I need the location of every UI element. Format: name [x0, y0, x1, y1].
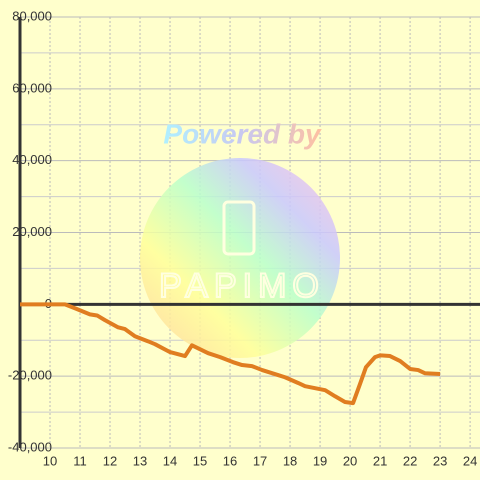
x-tick-label: 21	[373, 453, 387, 468]
x-tick-label: 12	[103, 453, 117, 468]
x-tick-label: 24	[463, 453, 477, 468]
watermark-logo: PAPIMO	[159, 267, 325, 305]
watermark-circle	[140, 158, 340, 358]
x-tick-label: 18	[283, 453, 297, 468]
x-tick-label: 22	[403, 453, 417, 468]
x-tick-label: 20	[343, 453, 357, 468]
watermark-icon	[222, 200, 256, 256]
x-tick-label: 13	[133, 453, 147, 468]
y-tick-label: 80,000	[12, 8, 52, 23]
y-tick-label: 60,000	[12, 80, 52, 95]
x-tick-label: 15	[193, 453, 207, 468]
line	[20, 302, 441, 406]
x-tick-label: 16	[223, 453, 237, 468]
x-tick-label: 17	[253, 453, 267, 468]
y-tick-label: 20,000	[12, 224, 52, 239]
x-tick-label: 19	[313, 453, 327, 468]
y-tick-label: -20,000	[8, 368, 52, 383]
y-tick-label: -40,000	[8, 439, 52, 454]
plot: -40,000-20,000020,00040,00060,00080,0001…	[8, 8, 480, 468]
watermark-text: Powered by	[163, 118, 322, 149]
x-tick-label: 14	[163, 453, 177, 468]
x-tick-label: 11	[73, 453, 87, 468]
grid	[20, 16, 480, 449]
y-tick-label: 40,000	[12, 152, 52, 167]
x-tick-label: 23	[433, 453, 447, 468]
x-tick-label: 10	[43, 453, 57, 468]
